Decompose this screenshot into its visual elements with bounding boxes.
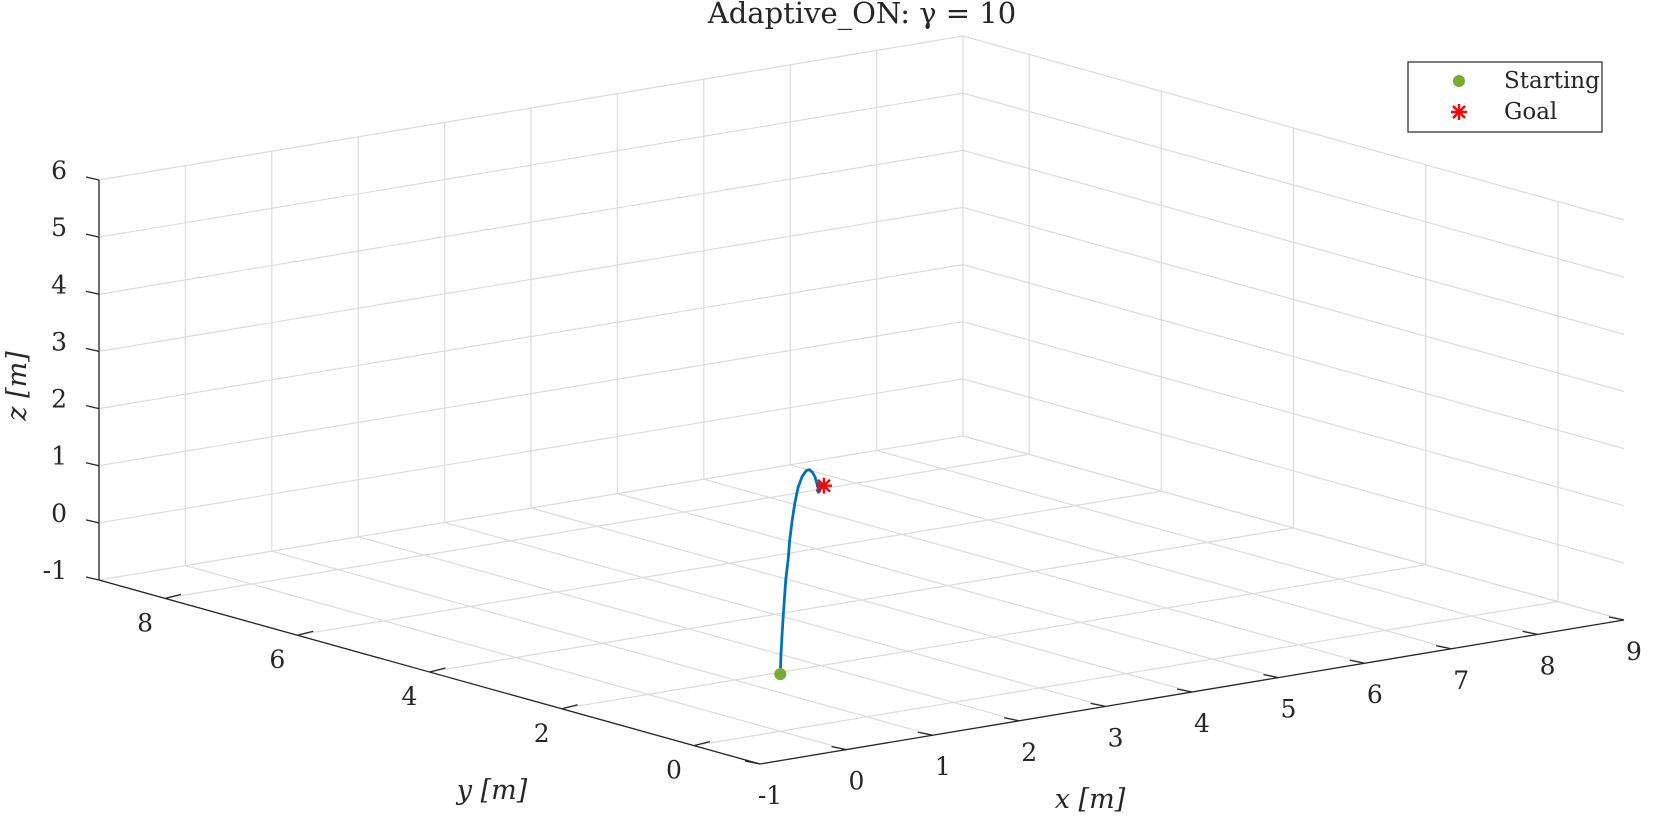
z-tick-mark [85,404,100,410]
x-tick-mark [1349,659,1365,664]
tick-marks: -1 0 1 2 3 4 5 6 7 8 9 0 2 4 6 8 -1 0 1 2 3 4 5 6 [43,156,1642,810]
grid-line [98,264,964,410]
y-tick-mark [561,704,578,710]
start-marker [774,668,787,681]
z-tick-mark [85,176,100,181]
trajectory-line [778,468,827,675]
z-tick-mark [85,347,100,353]
x-axis-label: x [m] [1055,784,1126,815]
y-tick-label: 4 [402,682,418,711]
z-tick-label: 1 [51,442,67,471]
grid-line [98,35,964,181]
y-tick-label: 0 [666,756,682,785]
legend: Starting Goal [1407,61,1603,133]
y-tick-mark [297,630,314,636]
chart-title: Adaptive_ON: γ = 10 [707,0,1016,31]
x-tick-mark [1608,616,1625,621]
x-tick-mark [831,745,847,751]
x-tick-label: 9 [1626,637,1642,666]
grid-line [98,321,964,467]
x-tick-label: -1 [758,781,782,810]
grid-line [297,490,1162,636]
plot-area [774,468,832,681]
x-tick-label: 7 [1453,666,1469,695]
legend-start-marker [1453,75,1465,87]
grid-line [962,264,1625,450]
grid-line [561,564,1426,710]
x-tick-mark [917,731,933,736]
grid-line [693,601,1558,747]
z-tick-mark [85,233,100,238]
grid-line [962,435,1625,621]
x-tick-mark [1176,688,1193,693]
y-tick-label: 6 [269,645,285,674]
z-tick-label: 3 [51,327,67,356]
y-tick-mark [164,593,182,600]
z-tick-label: 4 [51,270,67,299]
grid-line [165,453,1030,599]
grid-line [98,92,964,238]
x-tick-label: 3 [1108,723,1124,752]
grid-line [98,149,964,295]
z-axis-label: z [m] [2,351,33,422]
z-tick-label: 0 [51,499,67,528]
x-tick-mark [1263,673,1279,679]
grid-line [962,321,1625,507]
z-tick-label: -1 [43,556,67,585]
grid-line [962,92,1625,278]
grid-line [98,378,964,524]
y-tick-label: 8 [137,608,153,637]
legend-label-starting: Starting [1504,68,1600,94]
x-tick-label: 5 [1280,695,1296,724]
legend-box [1407,61,1603,133]
z-tick-mark [85,519,100,524]
grid-line [962,149,1625,335]
grid-line [429,527,1294,673]
x-tick-mark [1436,645,1452,650]
y-tick-mark [693,740,711,747]
y-tick-label: 2 [534,719,550,748]
x-tick-label: 4 [1194,709,1210,738]
z-tick-mark [85,576,100,581]
x-tick-mark [1090,702,1106,708]
x-tick-label: 6 [1367,680,1383,709]
grid-line [962,35,1625,221]
x-tick-label: 1 [935,752,951,781]
goal-marker [815,477,832,494]
x-tick-mark [1522,630,1538,636]
y-tick-mark [429,667,446,673]
z-tick-label: 5 [51,213,67,242]
z-tick-mark [85,462,100,467]
grid-lines [98,35,1625,765]
grid-line [98,206,964,352]
legend-label-goal: Goal [1504,99,1557,125]
grid-line [98,435,964,581]
x-tick-mark [744,760,761,765]
legend-goal-marker [1451,104,1467,120]
grid-line [962,378,1625,564]
grid-line [962,206,1625,392]
x-tick-mark [1004,717,1020,722]
z-tick-mark [85,290,100,295]
z-tick-label: 6 [51,156,67,185]
x-tick-label: 2 [1021,738,1037,767]
x-tick-label: 8 [1540,651,1556,680]
y-axis-label: y [m] [456,775,528,806]
z-tick-label: 2 [51,385,67,414]
x-tick-label: 0 [848,767,864,796]
